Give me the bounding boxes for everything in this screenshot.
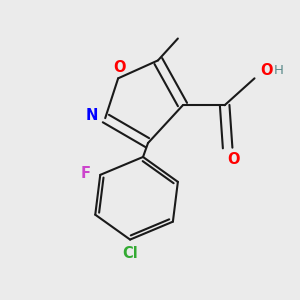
Text: F: F	[81, 166, 91, 181]
Text: O: O	[227, 152, 239, 167]
Text: N: N	[85, 108, 98, 123]
Text: O: O	[260, 63, 273, 78]
Text: O: O	[113, 60, 126, 75]
Text: Cl: Cl	[122, 245, 138, 260]
Text: H: H	[274, 64, 284, 77]
